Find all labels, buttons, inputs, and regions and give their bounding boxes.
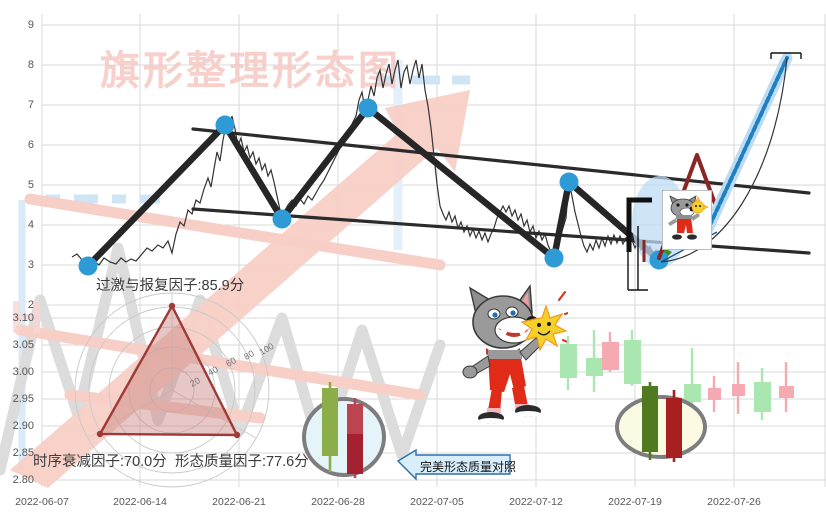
sun-burst-icon xyxy=(520,304,568,352)
candle xyxy=(586,330,603,392)
xaxis-label: 2022-07-26 xyxy=(707,496,761,508)
yaxis-label-indicator: 2.90 xyxy=(12,420,34,432)
candle-red-left xyxy=(347,398,363,478)
yaxis-label-price: 9 xyxy=(27,19,34,31)
xaxis-label: 2022-06-07 xyxy=(15,496,69,508)
candle xyxy=(684,348,701,410)
xaxis-label: 2022-06-28 xyxy=(311,496,365,508)
bracket-shape xyxy=(626,197,652,252)
candle xyxy=(779,362,794,412)
factor-time-decay: 时序衰减因子:70.0分 xyxy=(33,454,167,470)
yaxis-label-indicator: 2.95 xyxy=(12,393,34,405)
yaxis-label-indicator: 3.00 xyxy=(12,366,34,378)
factor-overreaction: 过激与报复因子:85.9分 xyxy=(96,278,245,294)
projection-curve xyxy=(660,57,788,263)
pivot-marker xyxy=(559,172,579,192)
yaxis-label-price: 4 xyxy=(27,219,34,231)
yaxis-label-price: 2 xyxy=(27,299,34,311)
yaxis-label-indicator: 2.85 xyxy=(12,447,34,459)
xaxis-label: 2022-06-21 xyxy=(212,496,266,508)
candle xyxy=(754,368,771,420)
candle-highlighted xyxy=(642,382,658,460)
wolf-mascot-icon xyxy=(462,284,575,424)
watermark-title: 旗形整理形态图 xyxy=(100,49,401,93)
watermark-letter: H xyxy=(10,291,44,343)
pivot-marker xyxy=(358,98,378,118)
yaxis-label-price: 8 xyxy=(27,59,34,71)
yaxis-label-price: 7 xyxy=(27,99,34,111)
yaxis-label-indicator: 3.05 xyxy=(12,339,34,351)
pivot-marker xyxy=(78,256,98,276)
yaxis-label-indicator: 3.10 xyxy=(12,312,34,324)
wolf-thumbnail-icon xyxy=(668,195,709,240)
radar-data-polygon xyxy=(97,303,239,437)
wolf-thumbnail-box xyxy=(662,190,712,250)
candle xyxy=(602,332,619,372)
candle xyxy=(624,330,641,386)
yaxis-label-indicator: 2.80 xyxy=(12,474,34,486)
price-line xyxy=(71,59,660,266)
pivot-marker xyxy=(215,115,235,135)
yaxis-label-price: 5 xyxy=(27,179,34,191)
xaxis-label: 2022-07-12 xyxy=(509,496,563,508)
callout-label: 完美形态质量对照 xyxy=(420,460,517,474)
yaxis-label-price: 3 xyxy=(27,259,34,271)
xaxis-label: 2022-07-19 xyxy=(608,496,662,508)
pivot-marker xyxy=(544,248,564,268)
pivot-marker xyxy=(272,209,292,229)
candle-green-left xyxy=(322,382,338,472)
xaxis-label: 2022-06-14 xyxy=(113,496,167,508)
candle-highlight-ellipse-right xyxy=(615,395,707,459)
xaxis-label: 2022-07-05 xyxy=(410,496,464,508)
projection-blue-arrow xyxy=(701,56,789,242)
candle xyxy=(708,376,721,412)
factor-pattern-quality: 形态质量因子:77.6分 xyxy=(175,454,309,470)
yaxis-label-price: 6 xyxy=(27,139,34,151)
candle xyxy=(560,336,577,390)
candle xyxy=(732,362,745,414)
wolf-mascot xyxy=(458,278,575,428)
candle-highlighted xyxy=(666,390,682,462)
